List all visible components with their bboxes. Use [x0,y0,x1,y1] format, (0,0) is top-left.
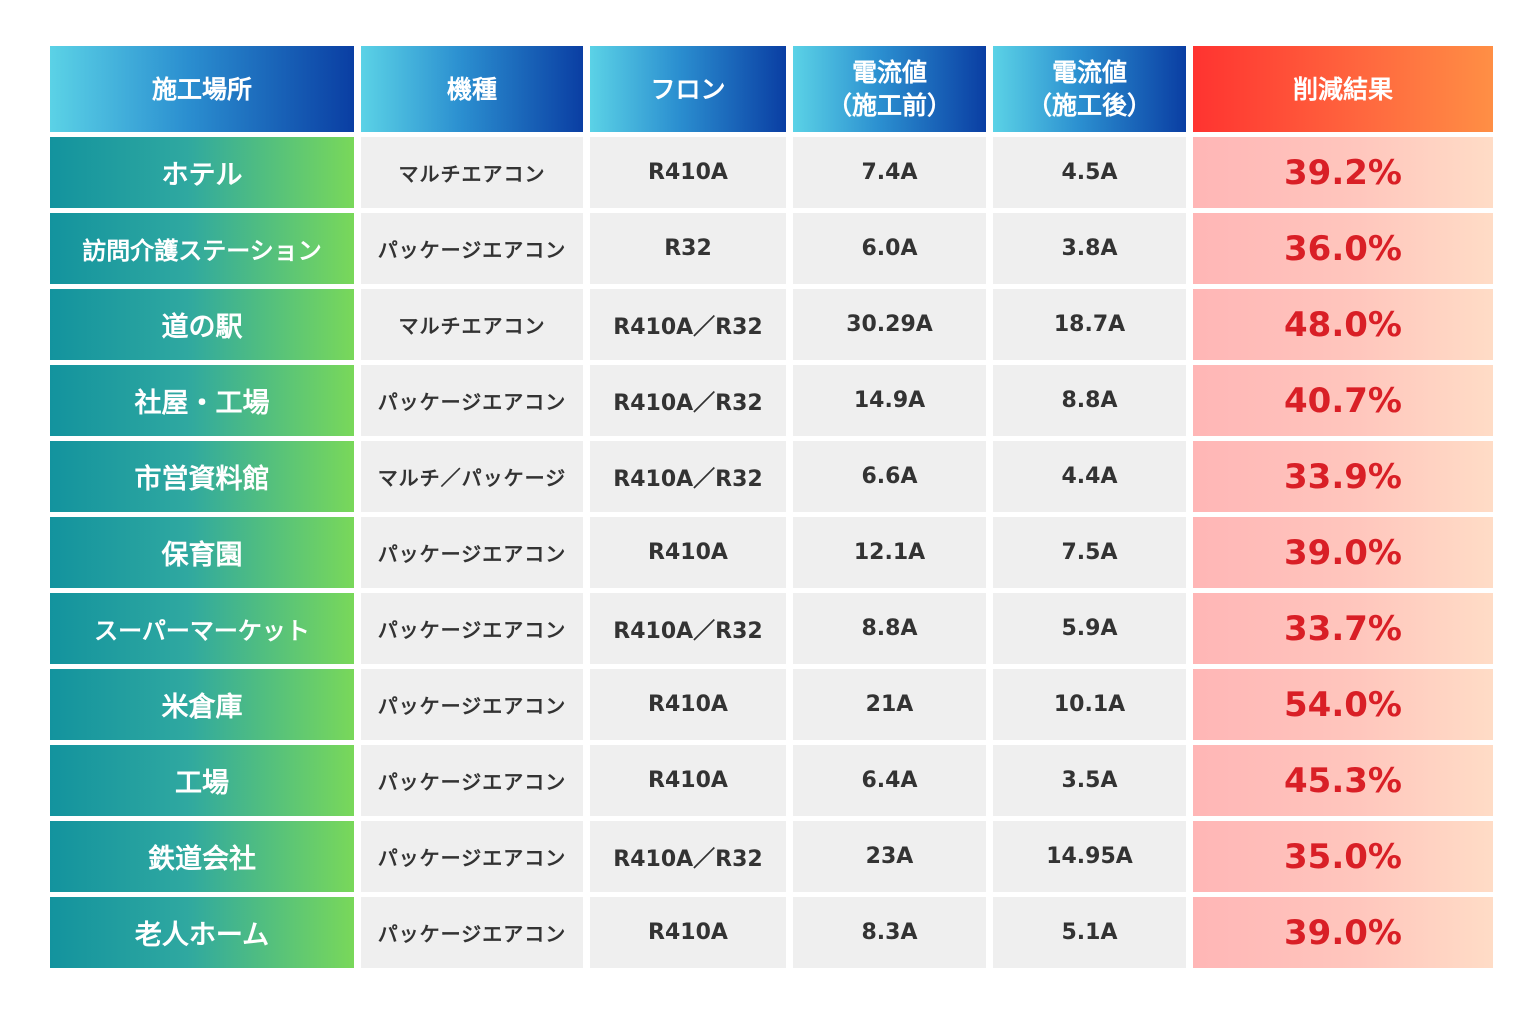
row-model-cell: パッケージエアコン [361,365,583,436]
row-current-before-cell: 6.6A [793,441,986,512]
row-current-after-cell: 4.4A [993,441,1186,512]
row-result-cell: 39.0% [1193,897,1493,968]
row-model-cell: パッケージエアコン [361,517,583,588]
row-refrigerant-cell: R410A [590,517,786,588]
row-result-cell: 33.9% [1193,441,1493,512]
row-result-cell: 35.0% [1193,821,1493,892]
row-model-cell: マルチエアコン [361,289,583,360]
row-current-after-cell: 3.8A [993,213,1186,284]
row-result-cell: 48.0% [1193,289,1493,360]
header-model: 機種 [361,46,583,132]
row-site-cell: 訪問介護ステーション [50,213,354,284]
row-current-after-cell: 18.7A [993,289,1186,360]
row-result-cell: 40.7% [1193,365,1493,436]
row-current-after-cell: 3.5A [993,745,1186,816]
row-result-cell: 33.7% [1193,593,1493,664]
row-model-cell: パッケージエアコン [361,669,583,740]
row-site-cell: 工場 [50,745,354,816]
row-current-after-cell: 4.5A [993,137,1186,208]
row-model-cell: パッケージエアコン [361,897,583,968]
row-refrigerant-cell: R410A [590,897,786,968]
row-site-cell: 鉄道会社 [50,821,354,892]
header-result: 削減結果 [1193,46,1493,132]
header-site: 施工場所 [50,46,354,132]
row-site-cell: 道の駅 [50,289,354,360]
row-model-cell: マルチエアコン [361,137,583,208]
row-current-before-cell: 12.1A [793,517,986,588]
row-model-cell: パッケージエアコン [361,593,583,664]
row-current-before-cell: 30.29A [793,289,986,360]
row-current-after-cell: 5.1A [993,897,1186,968]
row-current-before-cell: 7.4A [793,137,986,208]
row-current-before-cell: 14.9A [793,365,986,436]
row-current-before-cell: 6.0A [793,213,986,284]
row-model-cell: マルチ／パッケージ [361,441,583,512]
row-current-after-cell: 8.8A [993,365,1186,436]
row-site-cell: 市営資料館 [50,441,354,512]
row-current-before-cell: 6.4A [793,745,986,816]
row-site-cell: ホテル [50,137,354,208]
row-current-after-cell: 14.95A [993,821,1186,892]
row-refrigerant-cell: R410A [590,745,786,816]
header-current-before-line1: 電流値 [851,58,927,87]
row-refrigerant-cell: R410A／R32 [590,365,786,436]
row-site-cell: 保育園 [50,517,354,588]
row-refrigerant-cell: R410A [590,137,786,208]
header-current-before-line2: （施工前） [826,91,952,120]
row-refrigerant-cell: R410A／R32 [590,441,786,512]
row-site-cell: スーパーマーケット [50,593,354,664]
header-current-after-line1: 電流値 [1051,58,1127,87]
row-result-cell: 36.0% [1193,213,1493,284]
row-model-cell: パッケージエアコン [361,745,583,816]
row-model-cell: パッケージエアコン [361,213,583,284]
row-site-cell: 米倉庫 [50,669,354,740]
row-model-cell: パッケージエアコン [361,821,583,892]
row-result-cell: 39.0% [1193,517,1493,588]
row-current-before-cell: 23A [793,821,986,892]
row-current-before-cell: 8.3A [793,897,986,968]
row-refrigerant-cell: R410A [590,669,786,740]
row-current-after-cell: 5.9A [993,593,1186,664]
header-refrigerant: フロン [590,46,786,132]
row-current-after-cell: 10.1A [993,669,1186,740]
row-refrigerant-cell: R410A／R32 [590,289,786,360]
row-result-cell: 45.3% [1193,745,1493,816]
row-site-cell: 老人ホーム [50,897,354,968]
row-current-after-cell: 7.5A [993,517,1186,588]
header-current-after-line2: （施工後） [1026,91,1152,120]
header-current-before: 電流値 （施工前） [793,46,986,132]
row-current-before-cell: 21A [793,669,986,740]
row-refrigerant-cell: R410A／R32 [590,593,786,664]
row-result-cell: 54.0% [1193,669,1493,740]
row-refrigerant-cell: R410A／R32 [590,821,786,892]
row-current-before-cell: 8.8A [793,593,986,664]
row-result-cell: 39.2% [1193,137,1493,208]
header-current-after: 電流値 （施工後） [993,46,1186,132]
row-refrigerant-cell: R32 [590,213,786,284]
reduction-results-table: 施工場所 機種 フロン 電流値 （施工前） 電流値 （施工後） 削減結果 ホテル… [50,46,1493,968]
row-site-cell: 社屋・工場 [50,365,354,436]
